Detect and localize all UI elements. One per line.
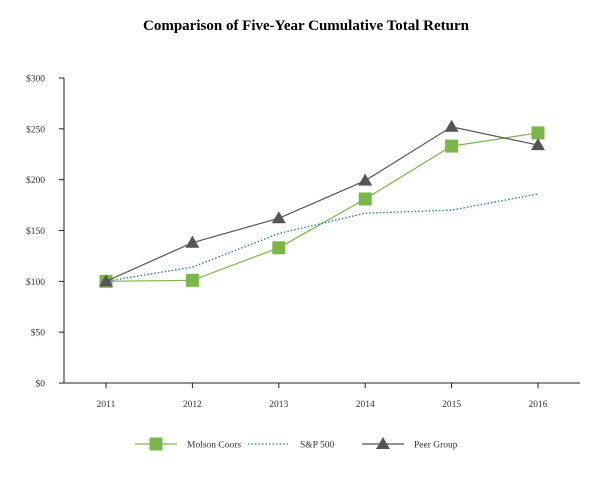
x-tick-label: 2012 [183,400,202,410]
x-axis-ticks: 2011 2012 2013 2014 2015 2016 [97,383,548,410]
legend-label: S&P 500 [300,441,334,451]
legend-marker [376,437,390,449]
y-axis-ticks: $0 $50 $100 $150 $200 $250 $300 [26,74,64,390]
series-group [99,119,545,288]
x-tick-label: 2013 [269,400,288,410]
data-point [445,139,459,153]
legend-label: Molson Coors [187,441,241,451]
data-point [358,173,373,186]
data-point [358,192,372,206]
y-tick-label: $0 [36,379,46,390]
y-tick-label: $300 [26,74,45,85]
legend-item: S&P 500 [248,441,334,451]
y-tick-label: $150 [26,226,45,237]
y-tick-label: $100 [26,277,45,288]
data-point [444,119,459,132]
y-tick-label: $200 [26,175,45,186]
x-tick-label: 2016 [529,400,548,410]
y-tick-label: $250 [26,124,45,135]
legend-label: Peer Group [414,441,458,451]
series-molson-coors [99,126,545,288]
series-s-p-500 [105,193,539,283]
legend-marker [149,437,163,451]
legend: Molson Coors S&P 500 Peer Group [135,437,458,451]
data-point [531,126,545,140]
axes [63,78,580,384]
data-point [185,273,199,287]
series-peer-group [99,119,545,287]
series-line-s-p-500 [105,193,539,283]
x-tick-label: 2011 [97,400,116,410]
data-point [185,235,200,248]
series-line-peer-group [105,126,539,282]
y-tick-label: $50 [31,328,46,339]
series-line-molson-coors [105,132,539,282]
x-tick-label: 2014 [356,400,375,410]
data-point [272,241,286,255]
legend-item: Molson Coors [135,437,241,451]
chart-title: Comparison of Five-Year Cumulative Total… [143,18,470,34]
x-tick-label: 2015 [442,400,461,410]
data-point [99,274,113,287]
legend-item: Peer Group [362,437,458,451]
data-point [271,211,286,224]
data-point [531,138,545,151]
